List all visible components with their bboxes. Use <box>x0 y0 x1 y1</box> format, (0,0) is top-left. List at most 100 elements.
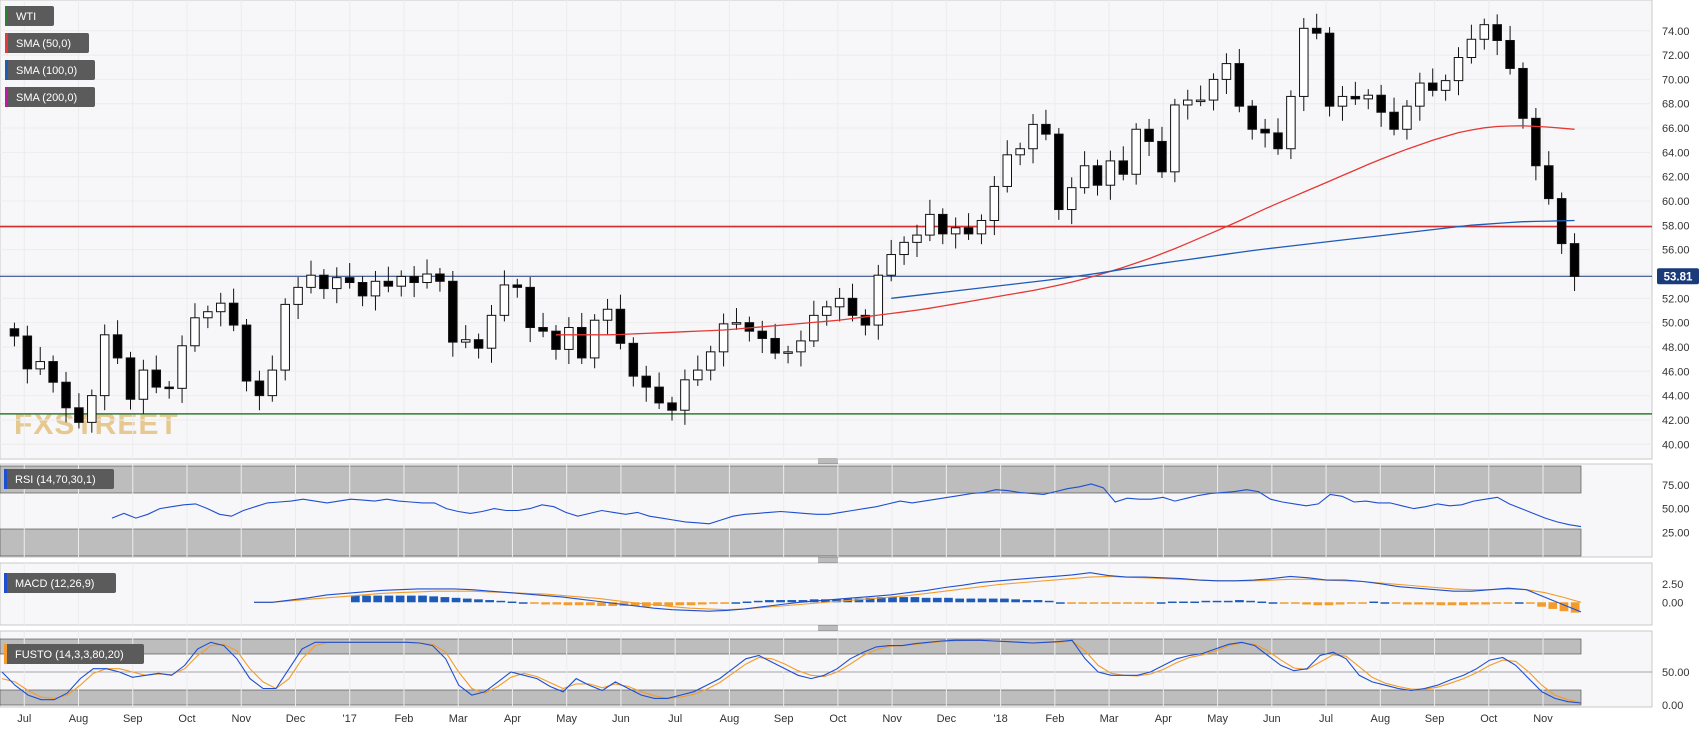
candle-body <box>1260 128 1270 134</box>
candle-body <box>1066 187 1077 211</box>
x-tick-label: May <box>1207 713 1228 725</box>
x-tick-label: Jul <box>1319 713 1333 725</box>
macd-histogram-bar <box>1414 602 1423 605</box>
macd-histogram-bar <box>384 595 394 603</box>
macd-histogram-bar <box>675 602 685 606</box>
price-tick-label: 60.00 <box>1662 196 1690 208</box>
candle-body <box>332 277 342 290</box>
macd-histogram-bar <box>977 598 987 603</box>
pane-splitter-macd[interactable] <box>818 557 838 563</box>
candle-body <box>1028 123 1038 150</box>
legend-rsi[interactable]: RSI (14,70,30,1) <box>4 469 114 489</box>
x-tick-label: Oct <box>178 713 195 725</box>
price-tick-label: 68.00 <box>1662 99 1690 111</box>
candle-body <box>203 311 213 319</box>
macd-histogram-bar <box>1302 602 1311 605</box>
candle-body <box>1131 128 1141 175</box>
macd-histogram-bar <box>1492 602 1502 604</box>
macd-histogram-bar <box>1391 602 1401 604</box>
candle-body <box>757 330 768 339</box>
legend-sma-200[interactable]: SMA (200,0) <box>5 87 95 107</box>
candle-body <box>873 274 884 326</box>
macd-histogram-bar <box>776 600 785 603</box>
macd-histogram-bar <box>1537 602 1546 607</box>
price-tick-label: 46.00 <box>1662 366 1690 378</box>
candle-body <box>228 302 239 326</box>
pane-splitter-rsi[interactable] <box>818 458 838 464</box>
macd-histogram-bar <box>1425 602 1435 605</box>
grid-lines <box>0 0 1652 707</box>
candle-body <box>963 227 974 235</box>
candle-body <box>254 380 265 397</box>
macd-histogram-bar <box>932 597 942 603</box>
macd-line <box>254 572 1582 613</box>
candle-body <box>1466 38 1477 59</box>
macd-histogram-bar <box>1201 600 1211 603</box>
candle-body <box>448 280 458 343</box>
macd-pane <box>0 562 1653 626</box>
macd-histogram-bar <box>1503 602 1513 604</box>
macd-histogram-bar <box>574 602 584 606</box>
macd-histogram-bar <box>1022 600 1032 603</box>
macd-histogram-bar <box>362 595 371 603</box>
candle-body <box>538 327 548 332</box>
x-tick-label: '17 <box>343 713 357 725</box>
pane-splitter-fusto[interactable] <box>818 625 838 631</box>
legend-instrument[interactable]: WTI <box>5 6 54 26</box>
candle-body <box>9 328 20 337</box>
fusto-tick-label: 50.00 <box>1662 667 1690 679</box>
candle-body <box>1144 128 1154 142</box>
price-tick-label: 62.00 <box>1662 172 1690 184</box>
price-pane <box>0 0 1653 460</box>
legend-fusto[interactable]: FUSTO (14,3,3,80,20) <box>4 644 144 664</box>
macd-histogram-bar <box>1235 600 1244 603</box>
price-tick-label: 58.00 <box>1662 220 1690 232</box>
macd-histogram-bar <box>518 602 528 604</box>
x-tick-label: '18 <box>993 713 1007 725</box>
legend-sma-100[interactable]: SMA (100,0) <box>5 60 95 80</box>
macd-histogram-bar <box>462 598 472 603</box>
candle-body <box>1505 39 1515 69</box>
x-tick-label: Feb <box>1045 713 1064 725</box>
macd-histogram-bar <box>630 602 640 606</box>
candle-body <box>1389 111 1399 130</box>
rsi-oversold-zone <box>0 528 1582 557</box>
macd-histogram-bar <box>429 596 439 603</box>
candle-body <box>770 337 780 354</box>
candle-body <box>1311 27 1322 34</box>
candle-body <box>1002 154 1012 187</box>
legend-sma-50[interactable]: SMA (50,0) <box>5 33 89 53</box>
price-tick-label: 44.00 <box>1662 391 1690 403</box>
candle-body <box>422 273 432 284</box>
x-tick-label: Aug <box>69 713 89 725</box>
macd-histogram-bar <box>552 602 562 605</box>
macd-histogram-bar <box>664 602 674 606</box>
sma-50-line <box>556 125 1575 336</box>
legend-macd[interactable]: MACD (12,26,9) <box>4 573 116 593</box>
candle-body <box>383 280 394 287</box>
candle-body <box>409 275 419 284</box>
macd-histogram-bar <box>798 600 808 603</box>
fusto-series <box>1 639 1582 704</box>
last-price-tag: 53.81 <box>1657 268 1699 285</box>
macd-histogram-bar <box>608 602 618 606</box>
legend-instrument-label: WTI <box>16 11 36 23</box>
macd-histogram-bar <box>1436 602 1446 606</box>
candle-body <box>925 213 935 236</box>
candle-body <box>499 284 510 316</box>
x-tick-label: Mar <box>449 713 468 725</box>
macd-histogram-bar <box>597 602 606 606</box>
x-axis: Jul Aug Sep Oct Nov Dec '17 Feb Mar Apr May Jun Jul A… <box>17 713 1553 725</box>
macd-histogram-bar <box>1223 600 1233 603</box>
macd-histogram-bar <box>1447 602 1457 606</box>
candle-body <box>680 379 690 411</box>
candle-body <box>1105 160 1116 186</box>
candle-body <box>796 340 806 353</box>
rsi-overbought-zone <box>0 465 1582 494</box>
x-tick-label: Sep <box>1425 713 1445 725</box>
macd-histogram-bar <box>586 602 595 606</box>
candle-body <box>177 345 187 389</box>
candle-body <box>1350 95 1361 100</box>
price-tick-label: 52.00 <box>1662 293 1690 305</box>
x-tick-label: Jun <box>1263 713 1281 725</box>
